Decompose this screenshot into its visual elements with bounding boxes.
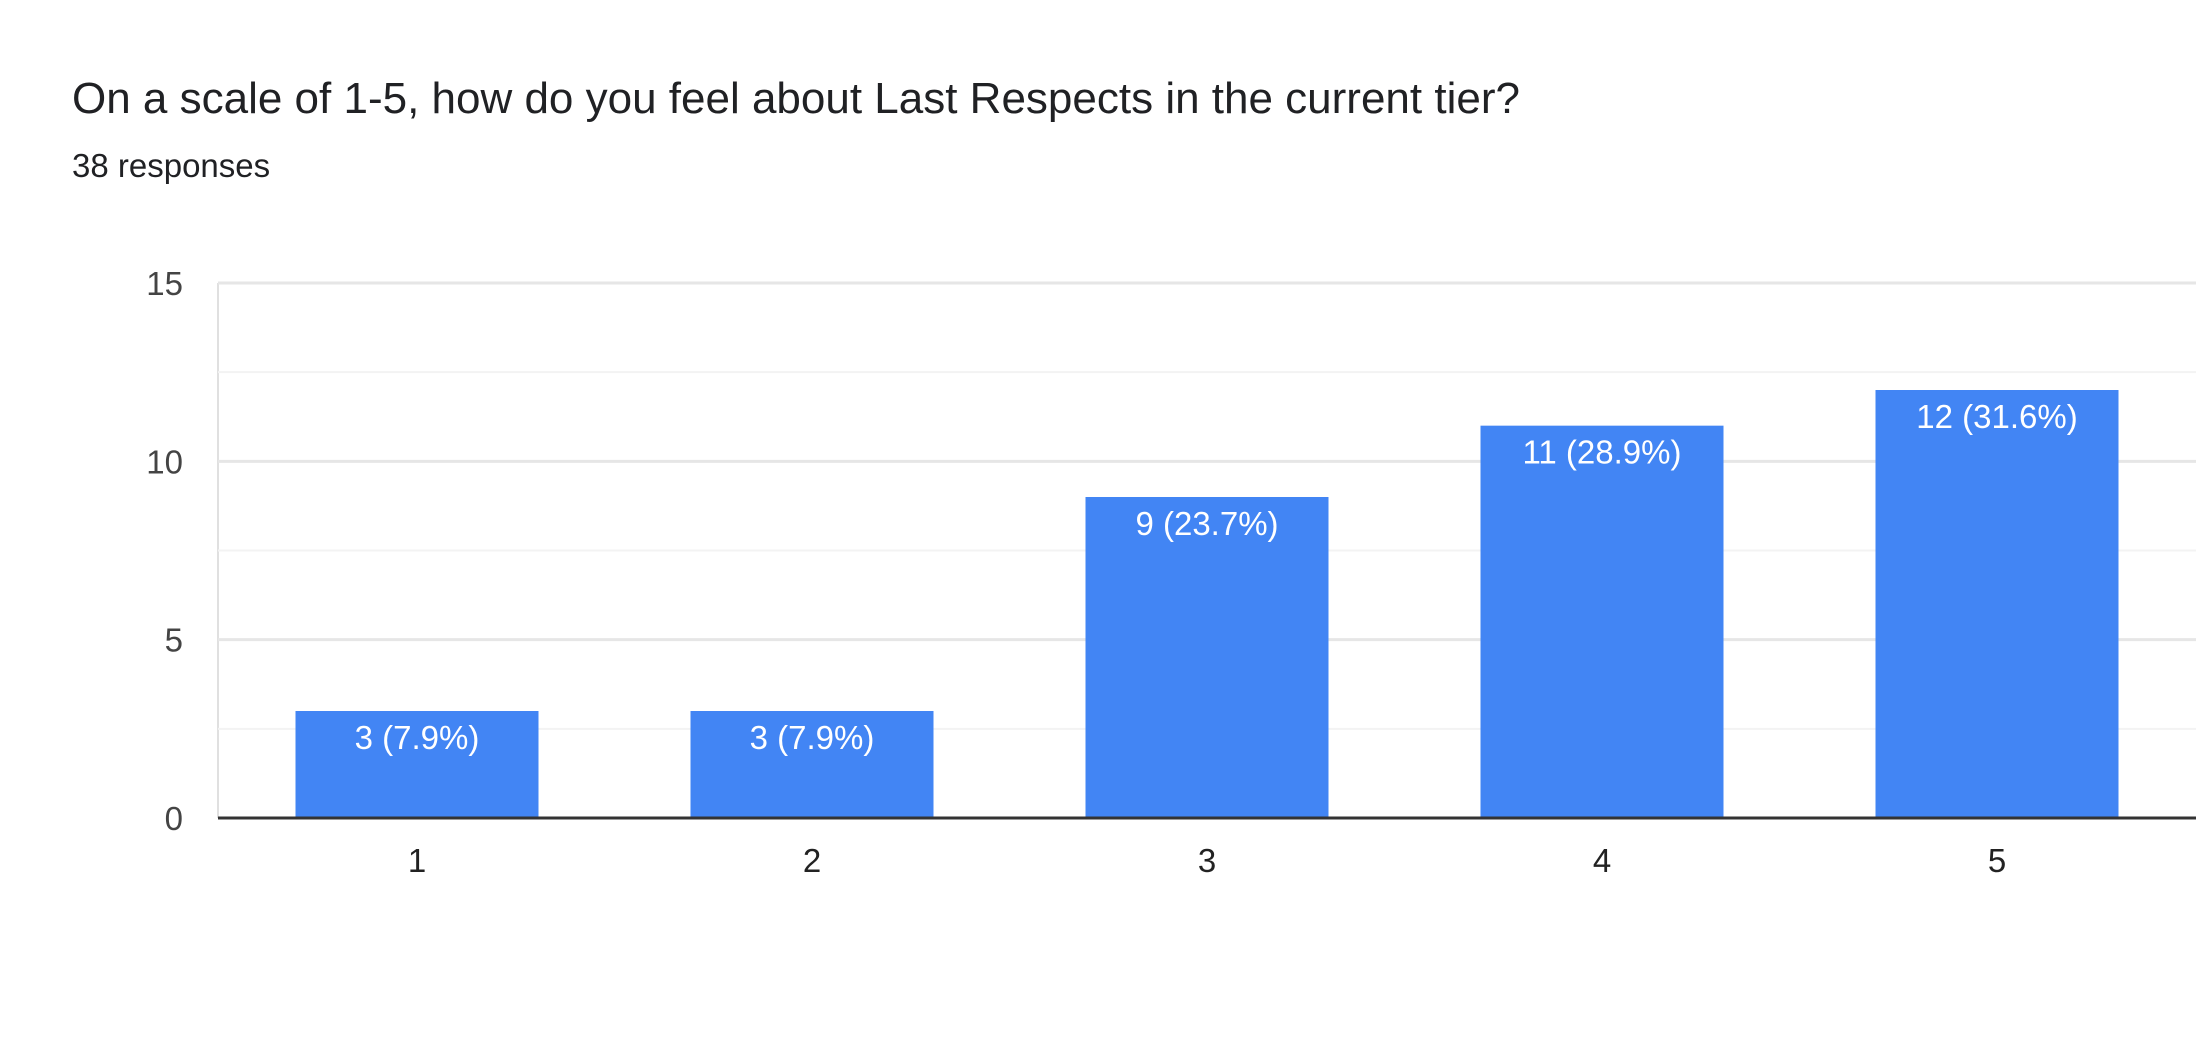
x-tick-label: 3 <box>1198 842 1216 879</box>
bar-data-label: 12 (31.6%) <box>1916 398 2077 435</box>
x-tick-label: 4 <box>1593 842 1611 879</box>
bar <box>1085 497 1329 818</box>
bar-data-label: 9 (23.7%) <box>1135 505 1278 542</box>
x-tick-label: 5 <box>1988 842 2006 879</box>
response-count: 38 responses <box>72 147 271 184</box>
y-tick-label: 5 <box>165 622 183 659</box>
chart-title: On a scale of 1-5, how do you feel about… <box>72 74 1520 123</box>
bar-data-label: 3 (7.9%) <box>355 719 480 756</box>
x-tick-label: 2 <box>803 842 821 879</box>
y-tick-label: 15 <box>146 265 183 302</box>
bar <box>295 711 539 818</box>
bar <box>1875 390 2119 818</box>
bar <box>690 711 934 818</box>
y-tick-label: 10 <box>146 443 183 480</box>
bar-data-label: 11 (28.9%) <box>1523 434 1682 471</box>
bar-data-label: 3 (7.9%) <box>750 719 875 756</box>
y-tick-label: 0 <box>165 800 183 837</box>
bar <box>1480 425 1724 818</box>
x-tick-label: 1 <box>408 842 426 879</box>
